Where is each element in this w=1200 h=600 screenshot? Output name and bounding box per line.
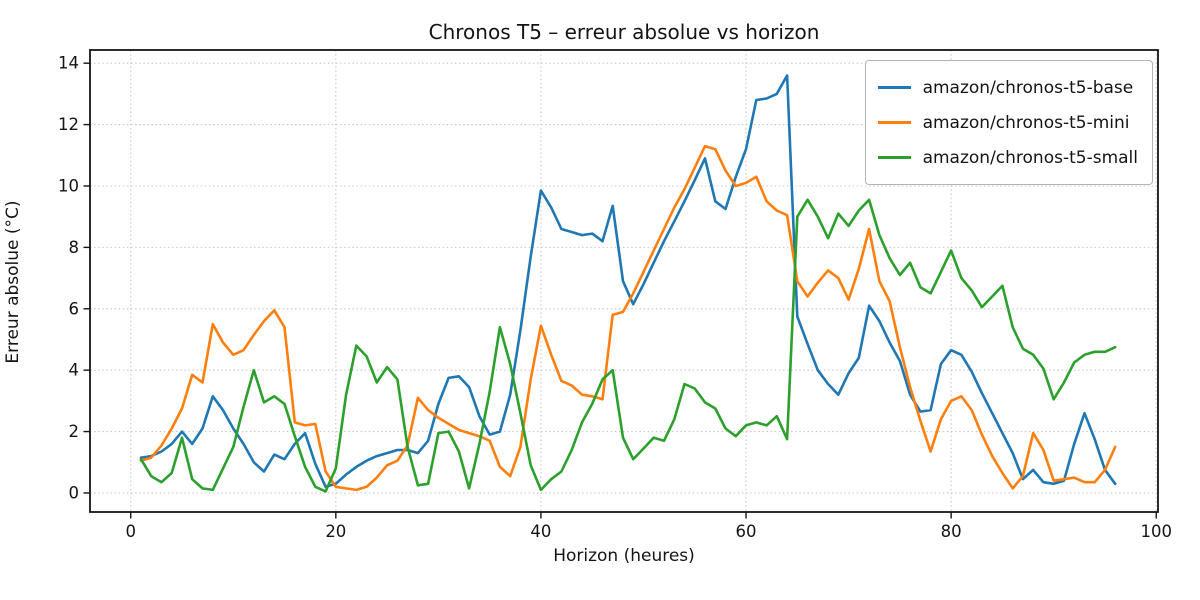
axes-frame <box>89 49 1159 513</box>
y-tick-label: 8 <box>69 238 80 257</box>
y-tick-label: 14 <box>58 54 79 73</box>
legend: amazon/chronos-t5-base amazon/chronos-t5… <box>864 60 1153 185</box>
series-line-chronos-t5-small <box>139 198 1117 493</box>
legend-label-mini: amazon/chronos-t5-mini <box>922 112 1130 133</box>
x-axis-label: Horizon (heures) <box>553 546 695 566</box>
y-tick-label: 6 <box>69 299 80 318</box>
x-tick-label: 20 <box>325 522 346 541</box>
x-tick-label: 100 <box>1141 522 1173 541</box>
y-tick-label: 10 <box>58 176 79 195</box>
legend-item-small: amazon/chronos-t5-small <box>877 140 1138 175</box>
legend-swatch-small <box>877 156 911 159</box>
legend-label-base: amazon/chronos-t5-base <box>922 77 1134 98</box>
legend-swatch-mini <box>877 121 911 124</box>
y-tick-label: 12 <box>58 115 79 134</box>
chart-title: Chronos T5 – erreur absolue vs horizon <box>428 20 820 44</box>
x-tick-label: 40 <box>530 522 551 541</box>
y-tick-label: 4 <box>69 361 80 380</box>
y-tick-label: 0 <box>69 483 80 502</box>
x-tick-label: 80 <box>941 522 962 541</box>
y-axis-label: Erreur absolue (°C) <box>3 200 23 364</box>
x-tick-label: 0 <box>125 522 136 541</box>
legend-swatch-base <box>877 86 911 89</box>
axis-ticks: 0 2 4 6 8 10 12 14 0 20 40 60 80 100 <box>58 54 1172 541</box>
series-lines <box>139 74 1117 493</box>
legend-item-mini: amazon/chronos-t5-mini <box>877 105 1138 140</box>
x-tick-label: 60 <box>736 522 757 541</box>
series-line-chronos-t5-mini <box>139 144 1117 492</box>
series-line-chronos-t5-base <box>139 74 1117 489</box>
legend-label-small: amazon/chronos-t5-small <box>922 147 1138 168</box>
legend-item-base: amazon/chronos-t5-base <box>877 70 1138 105</box>
y-tick-label: 2 <box>69 422 80 441</box>
